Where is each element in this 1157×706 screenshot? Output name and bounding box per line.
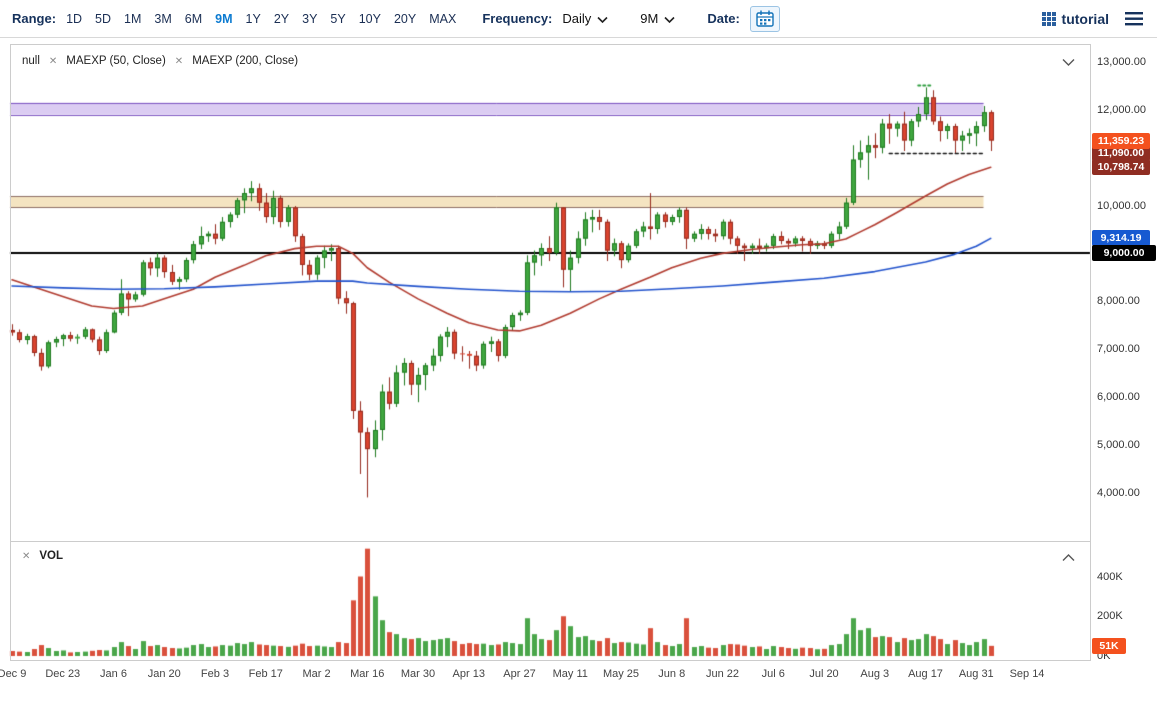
x-axis-label: Apr 27 xyxy=(503,668,536,680)
x-axis-label: Feb 17 xyxy=(248,668,283,680)
collapse-price-panel-button[interactable] xyxy=(1060,55,1076,69)
brand-label: tutorial xyxy=(1061,10,1109,27)
hline-price-badge: 9,000.00 xyxy=(1092,245,1156,262)
hamburger-icon xyxy=(1125,11,1143,25)
menu-button[interactable] xyxy=(1125,11,1143,26)
range-button-10y[interactable]: 10Y xyxy=(358,11,381,26)
calendar-icon xyxy=(756,10,774,27)
range-button-1m[interactable]: 1M xyxy=(124,11,142,26)
toolbar: Range: 1D 5D 1M 3M 6M 9M 1Y 2Y 3Y 5Y 10Y 20Y MAX Fre… xyxy=(0,0,1157,38)
main-legend: null ✕ MAEXP (50, Close) ✕ MAEXP (200, C… xyxy=(22,55,298,67)
x-axis-label: May 25 xyxy=(602,668,640,680)
date-picker-button[interactable] xyxy=(749,5,780,32)
x-axis-label: Jul 20 xyxy=(809,668,839,680)
frequency-dropdown[interactable]: Daily xyxy=(562,11,608,26)
chevron-down-icon xyxy=(597,16,608,23)
range-button-6m[interactable]: 6M xyxy=(184,11,203,26)
range-button-3y[interactable]: 3Y xyxy=(302,11,318,26)
chevron-down-icon xyxy=(1062,58,1074,66)
x-axis-label: Mar 30 xyxy=(400,668,436,680)
date-label: Date: xyxy=(707,11,740,26)
x-axis-label: Feb 3 xyxy=(200,668,230,680)
period-value: 9M xyxy=(640,11,659,26)
x-axis-label: Jan 20 xyxy=(147,668,181,680)
brand: tutorial xyxy=(1041,10,1109,27)
range-button-3m[interactable]: 3M xyxy=(154,11,172,26)
last-price-badge: 11,359.23 xyxy=(1092,132,1150,149)
y-axis-label: 7,000.00 xyxy=(1097,343,1140,356)
close-icon[interactable]: ✕ xyxy=(174,55,184,67)
series-legend-label: null xyxy=(22,55,40,67)
range-label: Range: xyxy=(12,11,57,26)
x-axis-label: Dec 23 xyxy=(45,668,81,680)
chevron-up-icon xyxy=(1062,553,1074,561)
range-button-max[interactable]: MAX xyxy=(429,11,457,26)
range-button-1y[interactable]: 1Y xyxy=(245,11,261,26)
range-buttons: 1D 5D 1M 3M 6M 9M 1Y 2Y 3Y 5Y 10Y 20Y MAX xyxy=(66,12,456,26)
study-legend-ma200: MAEXP (200, Close) xyxy=(192,55,299,67)
y-axis-label: 8,000.00 xyxy=(1097,295,1140,308)
x-axis-label: Sep 14 xyxy=(1009,668,1045,680)
last-volume-badge: 51K xyxy=(1092,637,1126,654)
x-axis-label: Jul 6 xyxy=(761,668,785,680)
period-dropdown[interactable]: 9M xyxy=(640,11,675,26)
annotation-price-badge: 11,090.00 xyxy=(1092,145,1150,162)
x-axis-label: Aug 17 xyxy=(908,668,943,680)
ma200-price-badge: 9,314.19 xyxy=(1092,230,1150,247)
x-axis-label: Jun 22 xyxy=(705,668,740,680)
y-axis-label: 5,000.00 xyxy=(1097,438,1140,451)
grid-icon[interactable] xyxy=(1041,11,1056,26)
volume-legend-label: VOL xyxy=(39,550,64,562)
expand-volume-panel-button[interactable] xyxy=(1060,550,1076,564)
range-button-2y[interactable]: 2Y xyxy=(273,11,290,26)
range-button-1d[interactable]: 1D xyxy=(66,11,83,26)
x-axis-label: Aug 31 xyxy=(958,668,994,680)
x-axis-label: May 11 xyxy=(552,668,588,680)
x-axis-label: Mar 2 xyxy=(302,668,331,680)
volume-axis-label: 200K xyxy=(1097,610,1123,623)
x-axis-label: Apr 13 xyxy=(452,668,485,680)
x-axis-label: Aug 3 xyxy=(860,668,890,680)
frequency-value: Daily xyxy=(562,11,592,26)
x-axis-label: Mar 16 xyxy=(350,668,385,680)
panel-divider xyxy=(10,541,1091,542)
volume-axis-label: 400K xyxy=(1097,570,1123,583)
frequency-label: Frequency: xyxy=(482,11,553,26)
range-button-5y[interactable]: 5Y xyxy=(330,11,346,26)
range-button-9m[interactable]: 9M xyxy=(215,11,233,26)
y-axis-label: 13,000.00 xyxy=(1097,56,1146,68)
y-axis-label: 10,000.00 xyxy=(1097,199,1146,212)
close-icon[interactable]: ✕ xyxy=(48,55,58,67)
close-icon[interactable]: ✕ xyxy=(22,550,31,562)
x-axis-label: Dec 9 xyxy=(0,668,27,680)
range-button-20y[interactable]: 20Y xyxy=(393,11,417,26)
volume-legend: ✕ VOL xyxy=(22,550,63,562)
range-button-5d[interactable]: 5D xyxy=(95,11,112,26)
ma50-price-badge: 10,798.74 xyxy=(1092,159,1150,176)
x-axis-label: Jun 8 xyxy=(658,668,686,680)
y-axis-label: 12,000.00 xyxy=(1097,103,1146,116)
study-legend-ma50: MAEXP (50, Close) xyxy=(66,55,166,67)
y-axis-label: 6,000.00 xyxy=(1097,390,1140,403)
x-axis-label: Jan 6 xyxy=(100,668,127,680)
chevron-down-icon xyxy=(664,16,675,23)
y-axis-label: 4,000.00 xyxy=(1097,486,1140,499)
